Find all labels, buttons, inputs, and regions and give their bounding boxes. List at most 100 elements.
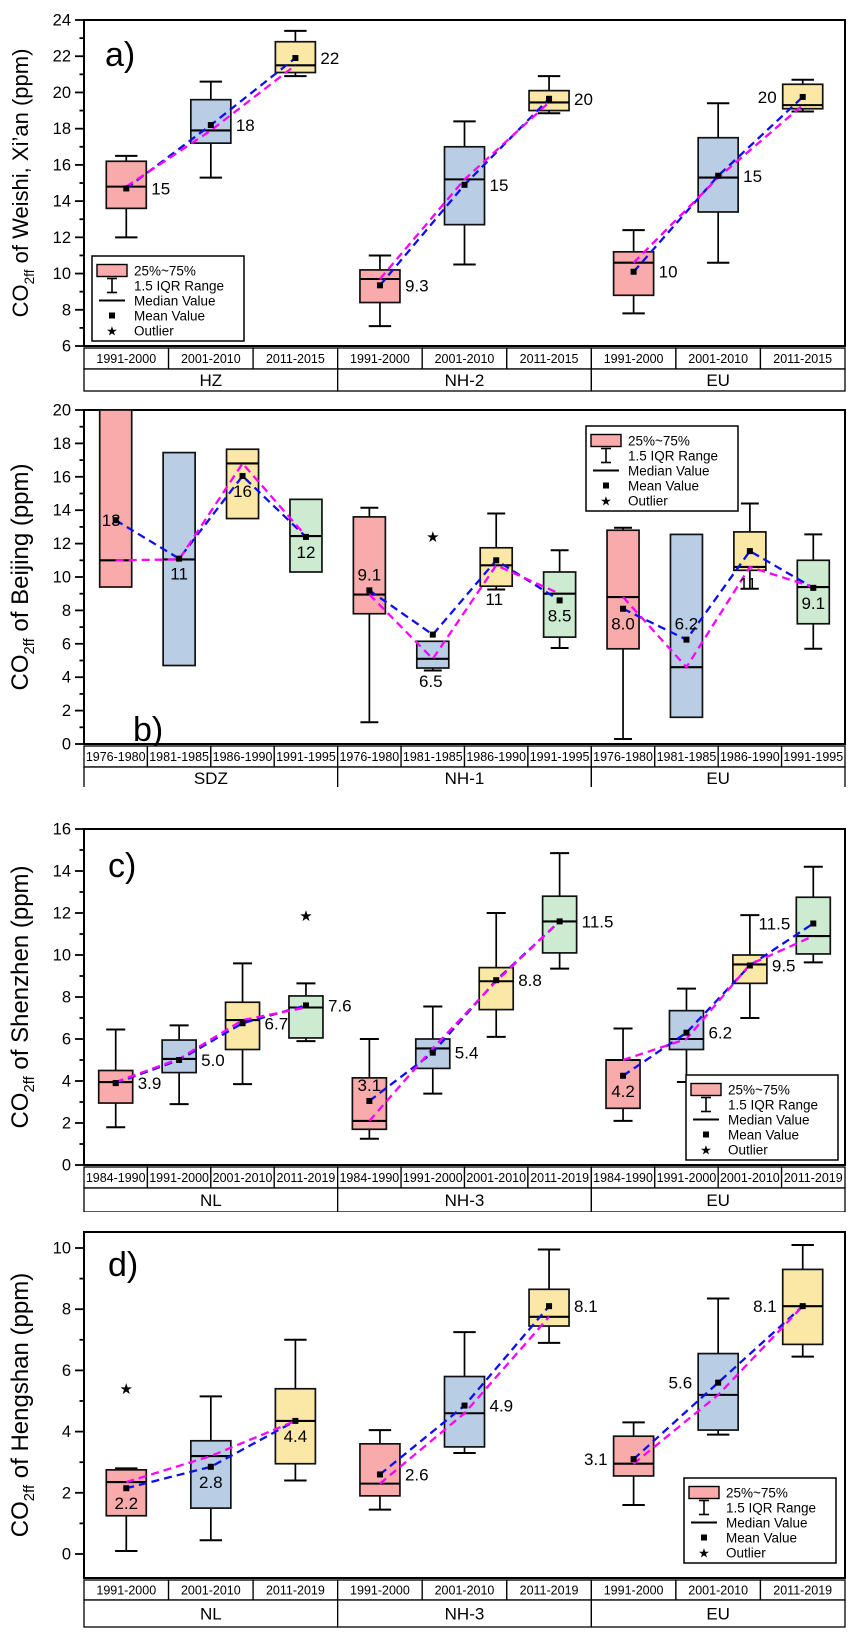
mean-label: 11.5 (582, 912, 614, 931)
y-tick-label: 0 (62, 1157, 71, 1175)
legend-item-label: 25%~75% (728, 1083, 790, 1098)
box-rect (274, 1387, 317, 1465)
panel-b: 0 2 4 6 8 10 12 14 16 18 20 CO2ff of Beijing (ppm) b… (0, 392, 859, 790)
box-rect (98, 409, 133, 588)
period-label: 2011-2019 (266, 1584, 325, 1598)
period-label: 1984-1990 (339, 1171, 399, 1185)
box-rect (669, 533, 704, 719)
mean-marker (493, 557, 500, 564)
mean-label: 16 (233, 482, 252, 501)
y-tick-label: 4 (62, 669, 71, 687)
legend-item-label: Median Value (726, 1516, 808, 1531)
mean-label: 15 (743, 167, 762, 186)
legend-mean-icon (109, 312, 115, 319)
y-tick-label: 4 (62, 1073, 71, 1091)
mean-label: 12 (296, 543, 315, 562)
mean-marker (123, 185, 130, 192)
period-label: 2011-2015 (773, 352, 832, 366)
mean-marker (493, 977, 500, 984)
period-label: 1981-1985 (657, 750, 717, 764)
mean-label: 8.5 (548, 606, 572, 625)
mean-label: 6.7 (265, 1014, 289, 1033)
mean-label: 8.1 (753, 1297, 777, 1316)
group-label: EU (706, 1605, 730, 1624)
mean-marker (376, 1471, 383, 1478)
box-rect (733, 531, 767, 572)
medians-line (379, 101, 550, 280)
mean-label: 13 (102, 511, 121, 530)
medians-line (115, 461, 307, 562)
box-rect (189, 98, 232, 145)
mean-marker (715, 1379, 722, 1386)
medians-line (115, 1006, 307, 1084)
panel-a-chart: 6 8 10 12 14 16 18 20 22 24 CO2ff of Weishi, Xi’an… (8, 12, 846, 392)
period-label: 2001-2010 (720, 1171, 780, 1185)
medians-line (368, 563, 561, 661)
y-tick-label: 18 (53, 435, 71, 453)
mean-label: 11 (739, 574, 757, 593)
box-rect (105, 1469, 148, 1517)
mean-label: 8.1 (574, 1297, 598, 1316)
medians-line (622, 935, 814, 1062)
y-tick-label: 12 (53, 229, 71, 247)
medians-line (125, 64, 297, 188)
means-line (125, 1419, 296, 1490)
mean-label: 2.8 (199, 1473, 223, 1492)
legend-box (685, 1074, 839, 1161)
mean-marker (376, 282, 383, 289)
mean-label: 2.2 (114, 1494, 138, 1513)
mean-label: 11.5 (758, 915, 790, 934)
medians-line (125, 1419, 296, 1484)
legend-item-label: Mean Value (728, 1128, 799, 1143)
y-tick-label: 16 (53, 468, 71, 486)
mean-label: 18 (236, 116, 255, 135)
outlier-star: ★ (120, 1381, 133, 1398)
legend-item-label: Mean Value (628, 479, 699, 494)
mean-marker (556, 918, 563, 925)
legend-item-label: Mean Value (134, 309, 205, 324)
y-tick-label: 2 (62, 702, 71, 720)
mean-label: 9.1 (801, 594, 825, 613)
mean-marker (546, 95, 553, 102)
y-tick-label: 20 (53, 84, 71, 102)
period-label: 2001-2010 (213, 1171, 273, 1185)
mean-label: 9.5 (772, 957, 796, 976)
mean-label: 5.4 (455, 1044, 479, 1063)
period-label: 2001-2010 (466, 1171, 526, 1185)
box-rect (697, 1352, 740, 1431)
period-label: 1991-2000 (149, 1171, 209, 1185)
panel-letter: a) (105, 36, 135, 74)
y-tick-label: 20 (53, 402, 71, 420)
medians-line (632, 1305, 804, 1465)
mean-label: 20 (758, 88, 777, 107)
mean-marker (302, 1002, 309, 1009)
legend-swatch-box (96, 263, 128, 278)
mean-label: 11 (485, 590, 503, 609)
legend-item-label: Outlier (726, 1546, 766, 1561)
y-tick-label: 14 (53, 502, 71, 520)
panel-c-chart: 0 2 4 6 8 10 12 14 16 CO2ff of Shenzhen (ppm) c) 3.… (7, 821, 846, 1213)
y-tick-label: 8 (62, 301, 71, 319)
mean-marker (810, 584, 817, 591)
mean-label: 4.4 (284, 1427, 308, 1446)
legend-mean-icon (701, 1534, 707, 1541)
y-tick-label: 18 (53, 120, 71, 138)
group-label: EU (706, 769, 730, 787)
period-label: 1991-2000 (350, 1584, 410, 1598)
group-label: NL (200, 1191, 222, 1210)
box-rect (359, 1442, 401, 1497)
group-cell (590, 1187, 846, 1213)
legend-item-label: 25%~75% (134, 264, 196, 279)
mean-label: 3.1 (358, 1076, 382, 1095)
legend-item-label: Outlier (728, 1143, 768, 1158)
y-tick-label: 24 (53, 12, 71, 30)
mean-label: 8.0 (611, 615, 635, 634)
mean-marker (715, 172, 722, 179)
group-label: HZ (199, 371, 222, 390)
period-label: 2011-2019 (784, 1171, 843, 1185)
period-label: 1986-1990 (466, 750, 526, 764)
means-line (632, 96, 804, 273)
mean-marker (799, 93, 806, 100)
mean-label: 15 (490, 176, 509, 195)
period-label: 2011-2019 (530, 1171, 589, 1185)
